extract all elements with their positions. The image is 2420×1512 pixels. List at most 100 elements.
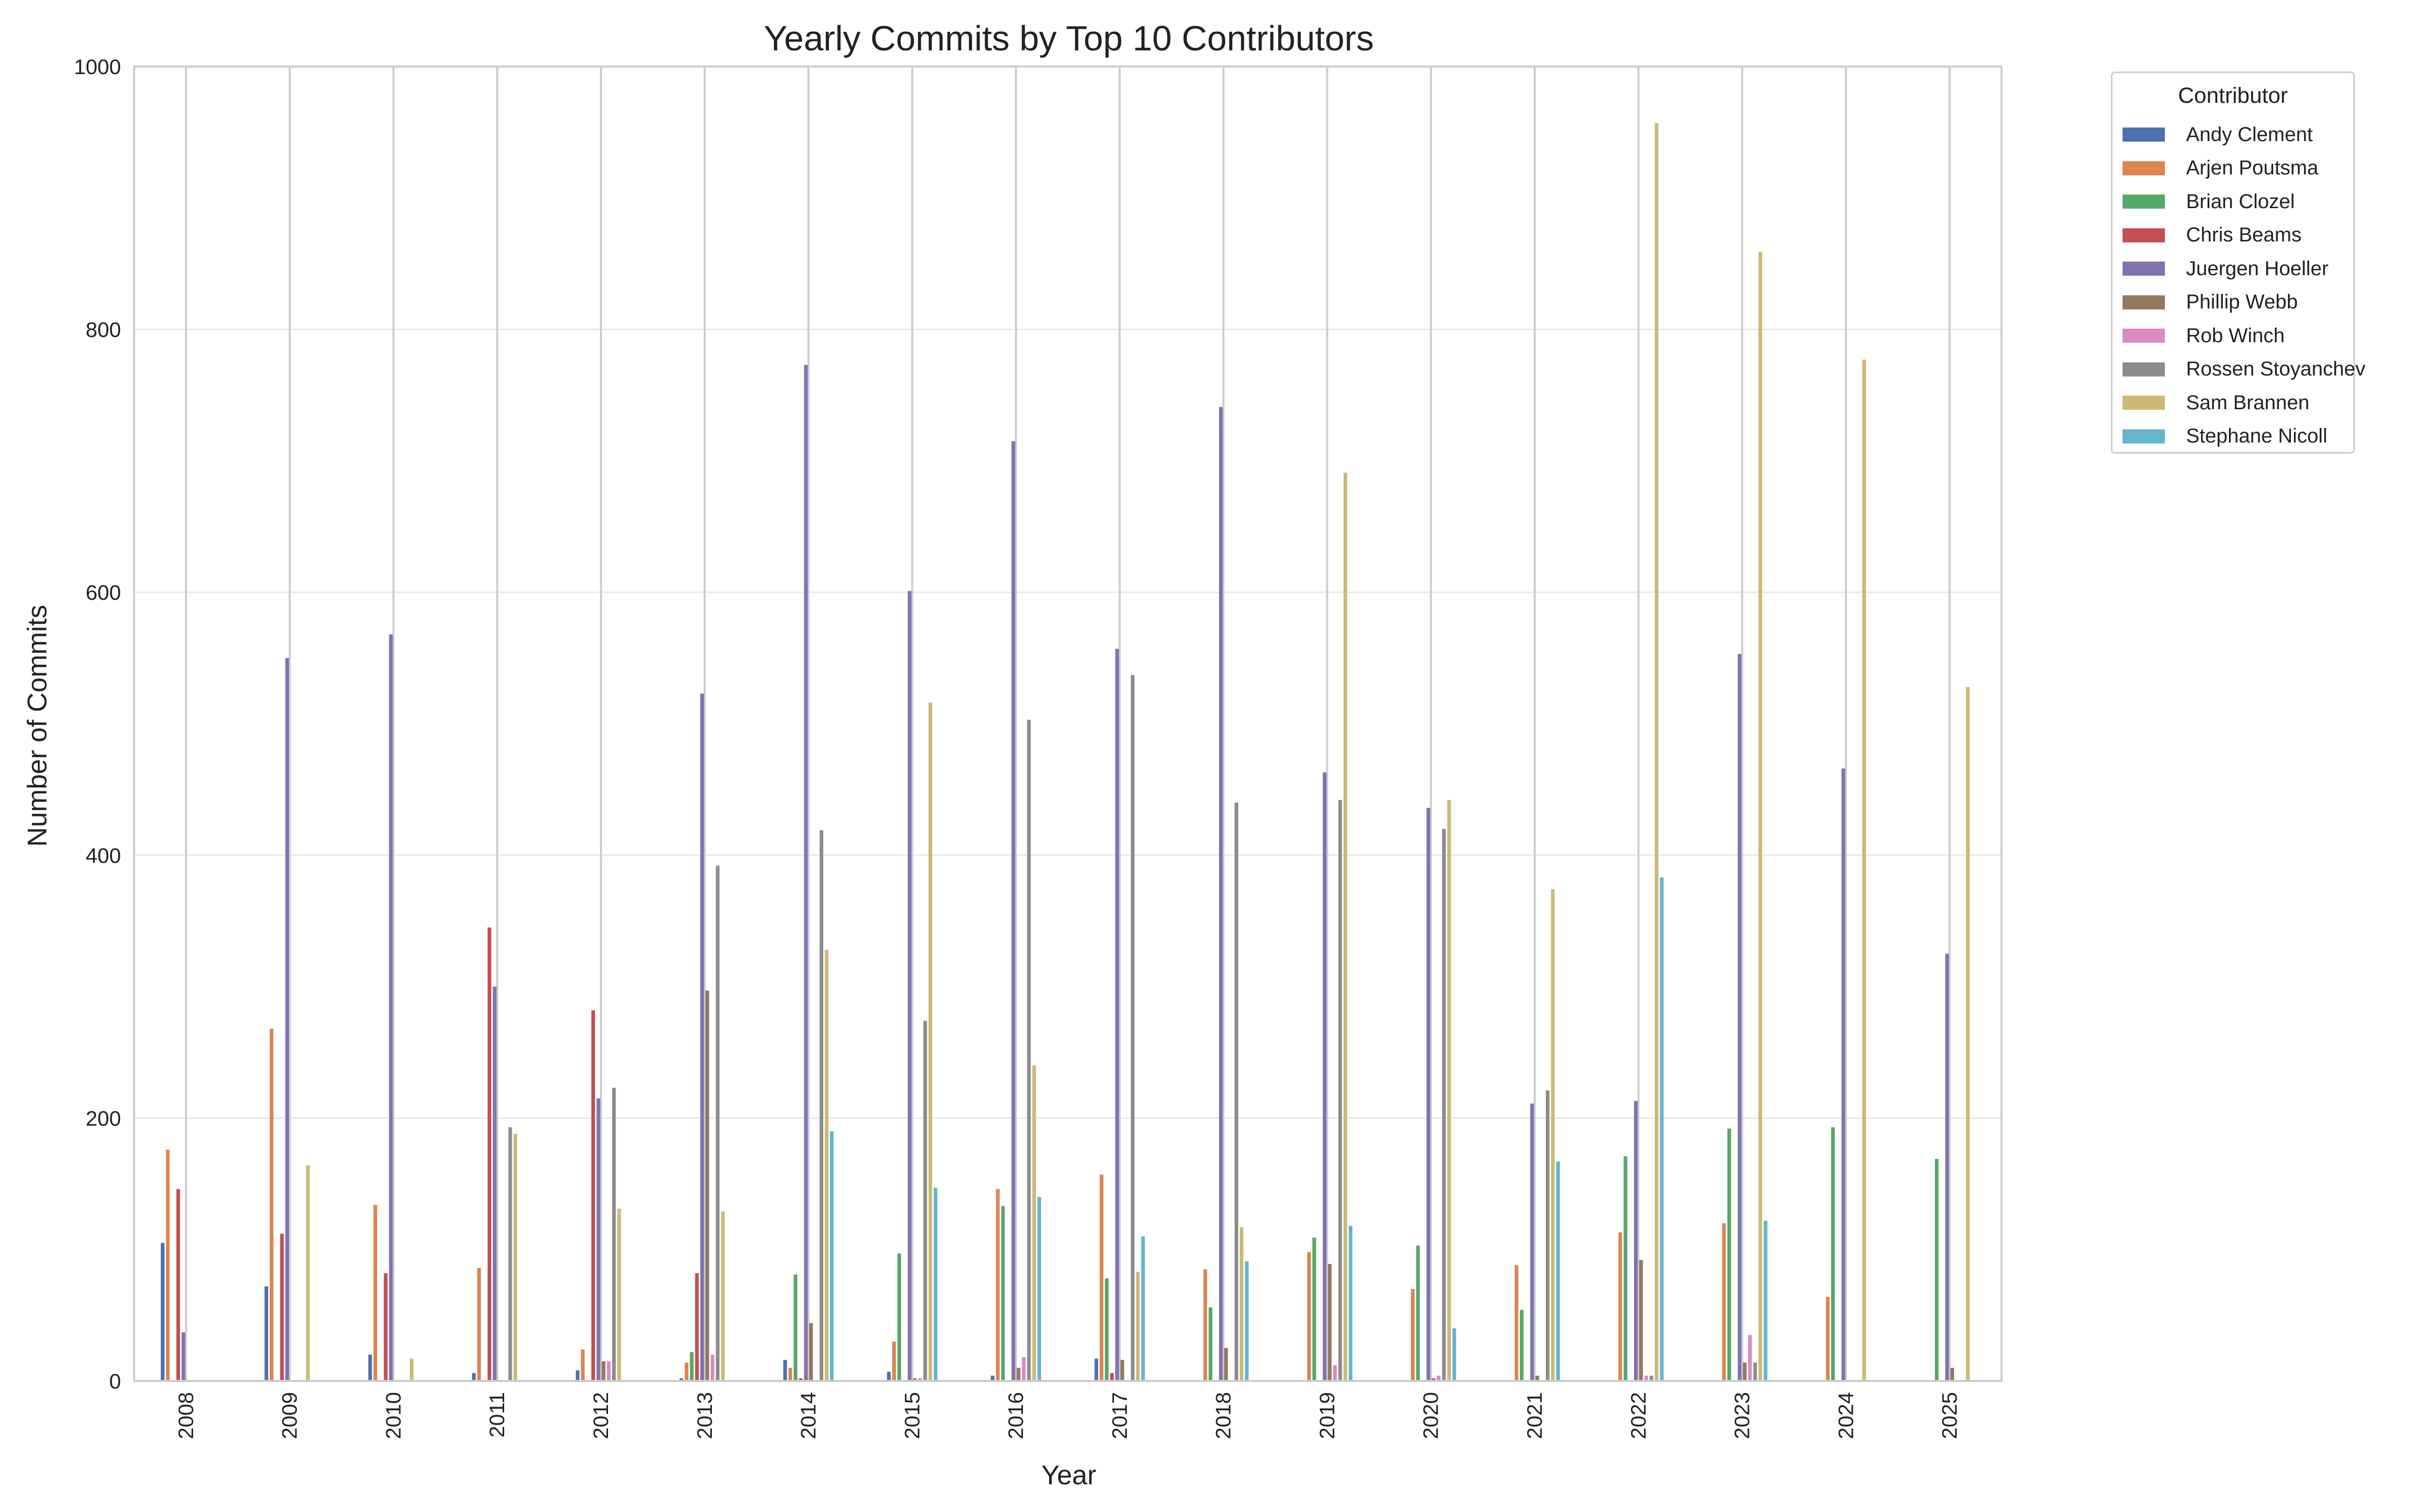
legend-label: Andy Clement: [2186, 123, 2313, 146]
bar: [280, 1233, 284, 1381]
bar: [1016, 1367, 1020, 1381]
bar: [182, 1332, 186, 1381]
bar: [1556, 1161, 1560, 1381]
bar: [783, 1360, 787, 1381]
legend-swatch: [2123, 195, 2165, 209]
bar: [913, 1378, 917, 1381]
bar: [1032, 1065, 1036, 1381]
legend-swatch: [2123, 128, 2165, 142]
bar: [409, 1358, 414, 1381]
chart-title: Yearly Commits by Top 10 Contributors: [764, 19, 1374, 58]
bar: [1826, 1297, 1830, 1381]
grid-layer: [134, 66, 2002, 1382]
x-tick-label: 2019: [1315, 1392, 1339, 1439]
bar: [996, 1189, 1000, 1381]
bar: [591, 1010, 595, 1381]
bar: [1748, 1335, 1752, 1381]
bar: [897, 1253, 901, 1381]
bar: [389, 634, 393, 1381]
bar: [1411, 1289, 1415, 1381]
legend-label: Phillip Webb: [2186, 291, 2298, 313]
bar: [384, 1273, 388, 1381]
legend-item: Andy Clement: [2123, 119, 2313, 150]
bar: [472, 1373, 476, 1381]
legend-swatch: [2123, 396, 2165, 410]
legend-item: Stephane Nicoll: [2123, 421, 2327, 452]
plot-frame: [133, 66, 2003, 1382]
x-tick-label: 2010: [381, 1392, 405, 1439]
x-tick-label: 2011: [485, 1392, 509, 1437]
bar: [799, 1378, 803, 1381]
bar: [1110, 1373, 1114, 1381]
bar: [1120, 1360, 1124, 1381]
legend-label: Rossen Stoyanchev: [2186, 358, 2366, 380]
bar: [1130, 675, 1135, 1381]
legend-swatch: [2123, 295, 2165, 309]
bar: [1442, 829, 1446, 1381]
bar: [809, 1323, 813, 1381]
bar: [1312, 1237, 1316, 1381]
bar: [1338, 800, 1342, 1381]
bar: [270, 1029, 274, 1381]
legend-swatch: [2123, 228, 2165, 242]
bar: [1831, 1127, 1835, 1381]
bar: [991, 1375, 995, 1381]
bar: [601, 1361, 606, 1381]
x-tick-label: 2023: [1730, 1392, 1754, 1439]
bar: [1240, 1227, 1244, 1381]
x-tick-label: 2014: [797, 1392, 820, 1439]
bar: [685, 1362, 689, 1381]
x-tick-label: 2009: [278, 1392, 301, 1439]
bar: [1307, 1252, 1311, 1381]
bar: [933, 1187, 938, 1381]
bar: [1343, 472, 1348, 1381]
bar: [264, 1286, 269, 1381]
bar: [1437, 1375, 1441, 1381]
bar: [1021, 1357, 1026, 1381]
bar: [1639, 1260, 1643, 1381]
bar: [794, 1274, 798, 1381]
bar: [166, 1149, 170, 1381]
legend-item: Chris Beams: [2123, 220, 2302, 250]
bar: [1634, 1101, 1638, 1381]
bar: [824, 950, 829, 1381]
bar: [715, 865, 720, 1381]
bar: [700, 694, 704, 1381]
legend-item: Rossen Stoyanchev: [2123, 354, 2366, 385]
bar: [1349, 1226, 1353, 1381]
y-tick-label: 0: [109, 1369, 121, 1393]
bar: [1011, 441, 1015, 1381]
legend-item: Juergen Hoeller: [2123, 254, 2328, 284]
bar: [1945, 954, 1949, 1381]
bar: [1546, 1090, 1550, 1381]
legend-swatch: [2123, 362, 2165, 376]
bar: [1094, 1358, 1099, 1381]
bar: [819, 830, 823, 1381]
y-axis-label: Number of Commits: [22, 605, 52, 847]
legend-item: Arjen Poutsma: [2123, 153, 2318, 183]
bar: [1753, 1362, 1757, 1381]
legend-swatch: [2123, 262, 2165, 276]
bar: [1115, 649, 1119, 1381]
bar: [1727, 1128, 1731, 1381]
x-ticks: 2008 2009 2010 2011 2012 2013 2014 2015 2016 2017…: [174, 1392, 1961, 1439]
bar: [596, 1098, 600, 1381]
bar: [679, 1378, 684, 1381]
bar: [1862, 359, 1866, 1381]
x-axis-label: Year: [1041, 1460, 1096, 1490]
bar: [477, 1268, 481, 1381]
bar: [1234, 802, 1239, 1381]
bar: [804, 365, 808, 1381]
bar: [892, 1341, 896, 1381]
bar: [695, 1273, 699, 1381]
bar: [1105, 1278, 1109, 1381]
x-tick-label: 2018: [1212, 1392, 1235, 1439]
bar: [1618, 1232, 1622, 1381]
bar: [1037, 1196, 1042, 1381]
bar: [1416, 1245, 1420, 1381]
y-tick-label: 400: [86, 844, 121, 867]
bar: [1100, 1174, 1104, 1381]
bar: [1841, 768, 1845, 1381]
legend-swatch: [2123, 329, 2165, 343]
bar: [508, 1127, 512, 1381]
